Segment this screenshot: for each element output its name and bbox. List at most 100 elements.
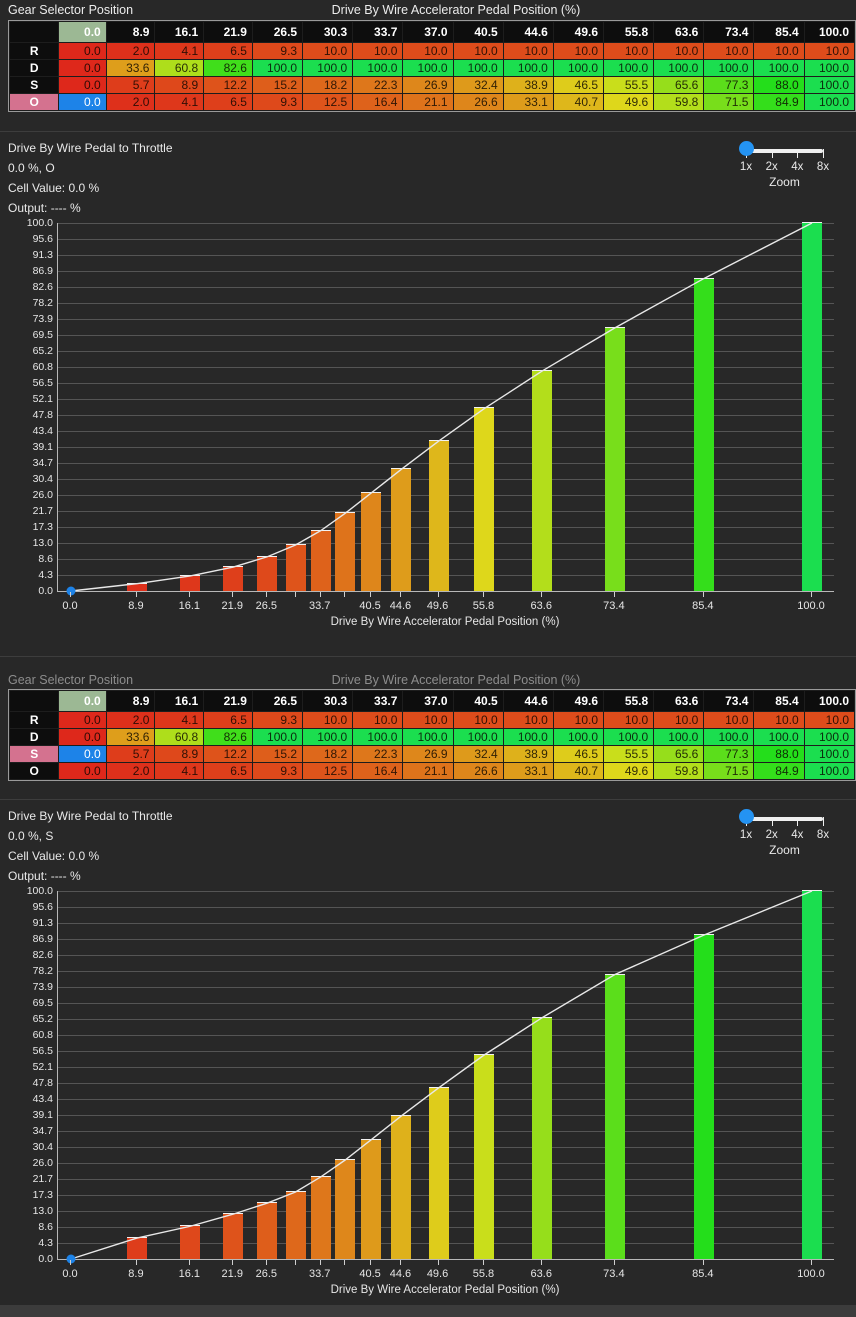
table-cell[interactable]: 33.1	[503, 763, 553, 779]
table-cell[interactable]: 4.1	[155, 763, 204, 779]
table-cell[interactable]: 12.2	[204, 77, 252, 93]
column-header[interactable]: 21.9	[204, 691, 252, 711]
column-header[interactable]: 73.4	[704, 22, 754, 42]
table-cell[interactable]: 10.0	[553, 712, 604, 728]
table-cell[interactable]: 26.6	[453, 94, 503, 110]
table-cell[interactable]: 4.1	[155, 43, 204, 59]
table-cell[interactable]: 15.2	[252, 746, 303, 762]
table-cell[interactable]: 100.0	[654, 729, 704, 745]
table-cell[interactable]: 59.8	[654, 94, 704, 110]
table-cell[interactable]: 10.0	[804, 43, 854, 59]
table-cell[interactable]: 0.0	[59, 746, 106, 762]
table-cell[interactable]: 6.5	[204, 43, 252, 59]
table-cell[interactable]: 5.7	[106, 77, 155, 93]
table-cell[interactable]: 60.8	[155, 729, 204, 745]
column-header[interactable]: 44.6	[503, 691, 553, 711]
zoom-label-4x[interactable]: 4x	[791, 829, 804, 841]
column-header[interactable]: 26.5	[252, 691, 303, 711]
column-header[interactable]: 37.0	[403, 22, 453, 42]
table-cell[interactable]: 2.0	[106, 712, 155, 728]
table-cell[interactable]: 33.1	[503, 94, 553, 110]
table-cell[interactable]: 8.9	[155, 746, 204, 762]
zoom-slider-track[interactable]	[746, 817, 823, 821]
pedal-map-table[interactable]: 0.0 8.9 16.1 21.9 26.5 30.3 33.7 37.0 40.5 44.6 49…	[8, 20, 856, 112]
table-cell[interactable]: 100.0	[503, 60, 553, 76]
table-cell[interactable]: 8.9	[155, 77, 204, 93]
zoom-label-1x[interactable]: 1x	[739, 161, 753, 173]
table-cell[interactable]: 100.0	[403, 729, 453, 745]
table-cell[interactable]: 100.0	[453, 60, 503, 76]
table-cell[interactable]: 100.0	[804, 94, 854, 110]
table-cell[interactable]: 100.0	[252, 729, 303, 745]
table-cell[interactable]: 10.0	[754, 43, 804, 59]
table-cell[interactable]: 10.0	[503, 43, 553, 59]
table-cell[interactable]: 40.7	[553, 94, 604, 110]
table-cell[interactable]: 82.6	[204, 729, 252, 745]
table-cell[interactable]: 55.5	[604, 746, 654, 762]
table-cell[interactable]: 26.9	[403, 746, 453, 762]
table-cell[interactable]: 9.3	[252, 94, 303, 110]
column-header[interactable]: 40.5	[453, 691, 503, 711]
column-header[interactable]: 63.6	[654, 22, 704, 42]
column-header[interactable]: 8.9	[106, 22, 155, 42]
chart-bar[interactable]	[802, 222, 822, 591]
table-cell[interactable]: 100.0	[704, 60, 754, 76]
table-cell[interactable]: 5.7	[106, 746, 155, 762]
column-header[interactable]: 21.9	[204, 22, 252, 42]
table-cell[interactable]: 0.0	[59, 77, 106, 93]
column-header[interactable]: 33.7	[353, 691, 403, 711]
table-cell[interactable]: 100.0	[403, 60, 453, 76]
zoom-slider-track[interactable]	[746, 149, 823, 153]
table-cell[interactable]: 84.9	[754, 94, 804, 110]
zoom-label-8x[interactable]: 8x	[816, 161, 830, 173]
table-cell[interactable]: 10.0	[353, 43, 403, 59]
table-cell[interactable]: 71.5	[704, 763, 754, 779]
table-cell[interactable]: 0.0	[59, 763, 106, 779]
zoom-slider-thumb[interactable]	[739, 809, 754, 824]
table-cell[interactable]: 100.0	[804, 763, 854, 779]
table-cell[interactable]: 77.3	[704, 746, 754, 762]
table-cell[interactable]: 0.0	[59, 729, 106, 745]
row-header-D[interactable]: D	[10, 60, 59, 76]
table-cell[interactable]: 6.5	[204, 94, 252, 110]
column-header[interactable]: 100.0	[804, 691, 854, 711]
table-cell[interactable]: 10.0	[403, 712, 453, 728]
table-cell[interactable]: 10.0	[604, 712, 654, 728]
table-cell[interactable]: 10.0	[303, 43, 353, 59]
table-cell[interactable]: 22.3	[353, 77, 403, 93]
table-cell[interactable]: 32.4	[453, 746, 503, 762]
column-header[interactable]: 8.9	[106, 691, 155, 711]
column-header[interactable]: 73.4	[704, 691, 754, 711]
table-cell[interactable]: 10.0	[503, 712, 553, 728]
table-cell[interactable]: 16.4	[353, 763, 403, 779]
zoom-label-8x[interactable]: 8x	[816, 829, 830, 841]
zoom-slider-thumb[interactable]	[739, 141, 754, 156]
table-cell[interactable]: 38.9	[503, 746, 553, 762]
table-cell[interactable]: 6.5	[204, 712, 252, 728]
table-cell[interactable]: 59.8	[654, 763, 704, 779]
table-cell[interactable]: 100.0	[353, 60, 403, 76]
table-cell[interactable]: 10.0	[303, 712, 353, 728]
table-cell[interactable]: 16.4	[353, 94, 403, 110]
table-cell[interactable]: 55.5	[604, 77, 654, 93]
column-header[interactable]: 0.0	[59, 691, 106, 711]
chart-bar[interactable]	[802, 890, 822, 1259]
table-cell[interactable]: 10.0	[654, 43, 704, 59]
column-header[interactable]: 63.6	[654, 691, 704, 711]
table-cell[interactable]: 60.8	[155, 60, 204, 76]
table-cell[interactable]: 100.0	[804, 729, 854, 745]
table-cell[interactable]: 10.0	[604, 43, 654, 59]
table-cell[interactable]: 18.2	[303, 746, 353, 762]
column-header[interactable]: 85.4	[754, 22, 804, 42]
zoom-label-2x[interactable]: 2x	[765, 829, 778, 841]
row-header-S[interactable]: S	[10, 746, 59, 762]
table-cell[interactable]: 9.3	[252, 43, 303, 59]
table-cell[interactable]: 9.3	[252, 712, 303, 728]
table-cell[interactable]: 26.9	[403, 77, 453, 93]
table-cell[interactable]: 77.3	[704, 77, 754, 93]
table-cell[interactable]: 2.0	[106, 43, 155, 59]
table-cell[interactable]: 100.0	[553, 60, 604, 76]
table-cell[interactable]: 12.5	[303, 763, 353, 779]
table-cell[interactable]: 71.5	[704, 94, 754, 110]
selected-point-marker[interactable]	[66, 586, 76, 596]
